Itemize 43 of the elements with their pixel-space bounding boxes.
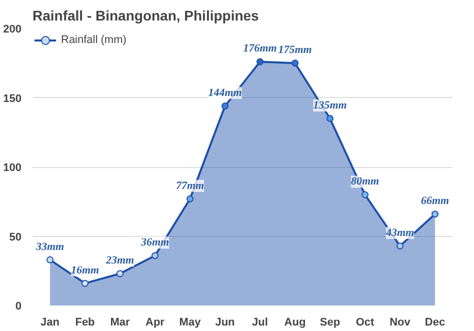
data-label: 77mm (176, 180, 204, 192)
x-tick-label: Jun (215, 316, 236, 328)
point (82, 280, 88, 287)
x-tick-label: Oct (356, 316, 375, 328)
point (432, 210, 438, 218)
point (152, 252, 158, 260)
point (116, 270, 124, 278)
data-label: 144mm (208, 87, 242, 100)
x-tick-label: Feb (75, 316, 96, 328)
x-tick-label: Aug (284, 316, 306, 328)
point (46, 256, 54, 264)
data-label: 176mm (243, 42, 278, 55)
data-label: 80mm (350, 176, 380, 188)
data-label: 43mm (384, 226, 414, 239)
x-tick-label: Jan (40, 316, 60, 328)
legend-label: Rainfall (mm) (61, 34, 126, 46)
x-tick-label: Nov (390, 316, 412, 328)
x-tick-label: Dec (424, 316, 446, 328)
data-label: 36mm (140, 236, 170, 249)
point (186, 195, 194, 202)
x-tick-label: Sep (320, 316, 340, 328)
y-tick-label: 200 (3, 24, 22, 36)
x-tick-label: Apr (146, 316, 166, 328)
chart-title: Rainfall - Binangonan, Philippines (32, 8, 260, 24)
data-label: 135mm (313, 100, 348, 112)
y-tick-label: 0 (15, 300, 22, 312)
x-tick-label: Mar (110, 316, 130, 328)
point (256, 58, 264, 66)
y-tick-label: 50 (9, 231, 22, 244)
y-tick-label: 150 (3, 92, 22, 105)
data-label: 23mm (104, 254, 134, 267)
x-tick-label: May (179, 316, 202, 328)
point (222, 102, 228, 110)
data-label: 66mm (420, 195, 450, 208)
point (326, 115, 334, 122)
y-tick-label: 100 (3, 162, 22, 174)
data-label: 175mm (278, 44, 312, 56)
data-label: 16mm (70, 264, 100, 276)
x-tick-label: Jul (252, 316, 268, 328)
point (362, 191, 368, 198)
data-label: 33mm (34, 240, 64, 253)
point (396, 242, 404, 250)
point (292, 60, 298, 67)
